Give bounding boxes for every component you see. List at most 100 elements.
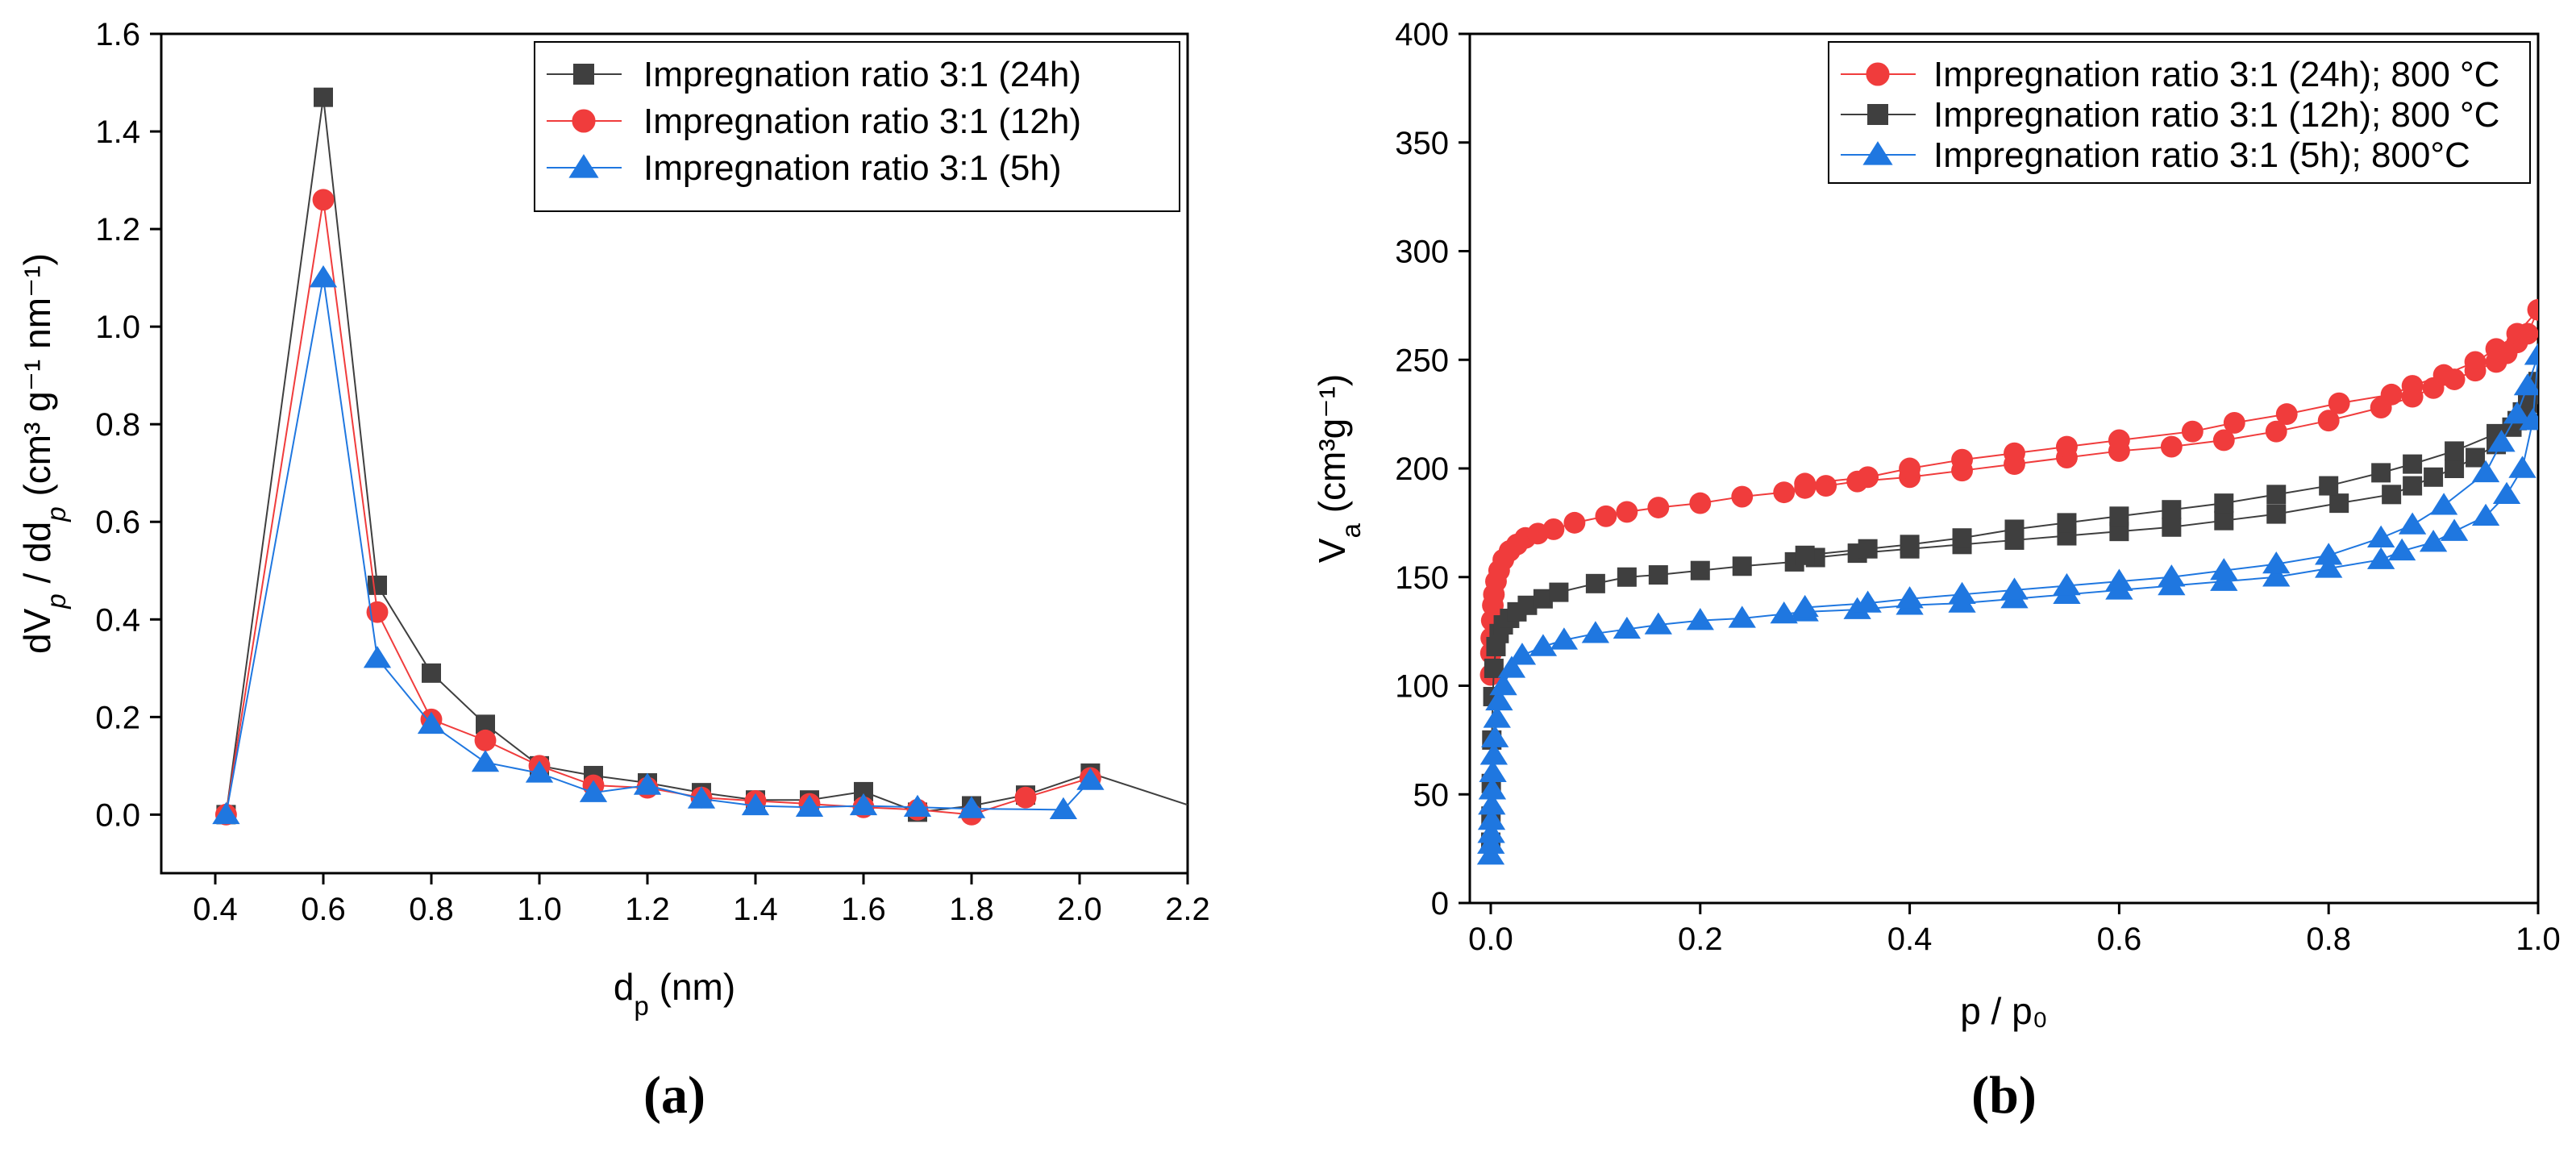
x-tick-label: 2.2	[1165, 892, 1210, 927]
data-point	[2445, 441, 2465, 461]
legend-label: Impregnation ratio 3:1 (24h); 800 °C	[1933, 55, 2499, 94]
data-point	[1770, 601, 1798, 624]
plot-area	[212, 87, 1188, 826]
y-tick-label: 0.0	[95, 797, 140, 833]
y-tick-label: 1.6	[95, 17, 140, 52]
data-point	[2485, 338, 2507, 360]
data-point	[2527, 298, 2538, 321]
data-point	[2004, 519, 2025, 539]
data-point	[1485, 688, 1513, 711]
data-point	[2382, 485, 2402, 505]
data-point	[2445, 459, 2465, 478]
x-tick-label: 2.0	[1057, 892, 1102, 927]
data-point	[1613, 616, 1642, 639]
legend-marker	[1866, 62, 1890, 86]
data-point	[1542, 518, 1565, 540]
data-point	[1795, 545, 1815, 565]
data-point	[471, 750, 500, 772]
data-point	[1854, 590, 1882, 613]
data-point	[1481, 725, 1509, 747]
data-point	[1014, 786, 1037, 809]
data-point	[2403, 454, 2423, 474]
y-tick-label: 1.2	[95, 212, 140, 248]
data-point	[1899, 457, 1921, 480]
chart-panel-a: 0.4 0.6 0.8 1.0 1.2 1.4 1.6 1.8 2.0 2.2 0.0 0.2 0.4 0…	[16, 17, 1210, 1125]
data-point	[2158, 564, 2186, 587]
data-point	[474, 729, 497, 751]
data-point	[2056, 435, 2078, 458]
data-point	[1948, 581, 1976, 605]
legend-label: Impregnation ratio 3:1 (5h); 800°C	[1933, 135, 2470, 175]
data-point	[1732, 556, 1752, 576]
legend-item: Impregnation ratio 3:1 (12h)	[547, 102, 1081, 141]
data-point	[2160, 435, 2183, 458]
legend-marker	[572, 109, 596, 133]
data-point	[2487, 430, 2516, 452]
data-point	[2403, 476, 2423, 496]
data-point	[2466, 447, 2486, 468]
data-point	[2424, 467, 2444, 487]
series-1	[1480, 372, 2538, 852]
y-tick-label: 0.4	[95, 602, 140, 638]
panel-label: (a)	[643, 1066, 705, 1125]
legend-item: Impregnation ratio 3:1 (24h)	[547, 55, 1081, 94]
data-point	[903, 794, 932, 817]
data-point	[2387, 538, 2416, 561]
data-point	[2315, 543, 2343, 565]
data-point	[1477, 807, 1506, 830]
data-point	[2057, 513, 2077, 533]
legend: Impregnation ratio 3:1 (24h); 800 °CImpr…	[1828, 41, 2531, 184]
data-point	[363, 646, 392, 668]
data-point	[1689, 492, 1712, 514]
data-point	[312, 189, 335, 211]
data-point	[2275, 403, 2298, 426]
data-point	[2503, 402, 2532, 424]
data-point	[1529, 634, 1558, 656]
legend-label: Impregnation ratio 3:1 (24h)	[643, 55, 1081, 94]
data-point	[2212, 429, 2235, 452]
plot-frame	[160, 32, 1189, 875]
legend-label: Impregnation ratio 3:1 (12h); 800 °C	[1933, 95, 2499, 135]
series-0	[1479, 298, 2538, 686]
y-tick-label: 1.0	[95, 310, 140, 345]
legend-marker	[1862, 141, 1893, 165]
x-tick-label: 0.4	[1887, 922, 1933, 957]
data-point	[2464, 351, 2487, 373]
legend-box	[1828, 41, 2531, 184]
data-point	[2429, 493, 2458, 515]
data-point	[1508, 643, 1537, 665]
series-line	[225, 277, 1092, 815]
data-point	[1563, 511, 1586, 534]
data-point	[1896, 586, 1924, 609]
legend-box	[534, 41, 1180, 212]
data-point	[2105, 568, 2133, 591]
data-point	[2266, 504, 2287, 524]
y-tick-label: 150	[1395, 560, 1449, 596]
data-point	[957, 796, 986, 818]
y-tick-label: 0.6	[95, 505, 140, 540]
data-point	[2162, 500, 2182, 520]
data-point	[2210, 558, 2238, 580]
series-2	[1476, 343, 2538, 865]
data-point	[687, 786, 716, 809]
x-tick-label: 1.0	[517, 892, 562, 927]
data-point	[1617, 567, 1637, 587]
data-point	[1497, 655, 1526, 678]
data-point	[1581, 621, 1610, 643]
data-point	[579, 780, 608, 802]
y-tick-label: 0.2	[95, 700, 140, 735]
data-point	[2371, 463, 2391, 483]
data-point	[1951, 448, 1973, 471]
data-point	[2319, 476, 2339, 496]
x-tick-label: 0.2	[1678, 922, 1723, 957]
x-tick-label: 0.4	[193, 892, 238, 927]
data-point	[2109, 506, 2129, 526]
data-point	[2262, 551, 2291, 574]
data-point	[2108, 429, 2130, 452]
data-point	[2513, 372, 2538, 396]
data-point	[1690, 560, 1710, 580]
data-point	[2000, 577, 2029, 600]
series-line	[1489, 309, 2538, 676]
data-point	[2004, 442, 2025, 464]
